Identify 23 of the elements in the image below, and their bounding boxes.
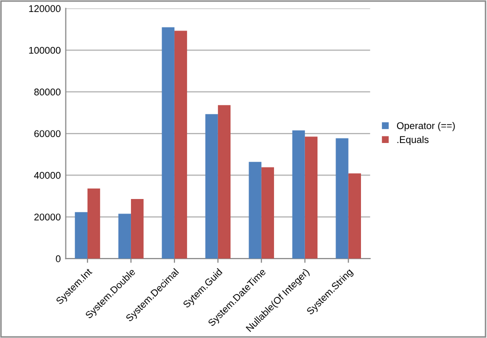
bar xyxy=(336,138,348,259)
bar xyxy=(205,114,218,259)
bar xyxy=(174,30,188,259)
y-tick-label: 120000 xyxy=(29,5,61,12)
bar xyxy=(130,198,144,259)
bar xyxy=(218,105,231,259)
bar xyxy=(248,162,262,259)
y-tick-label: 80000 xyxy=(34,88,61,96)
bar xyxy=(292,130,305,259)
y-tick-label: 100000 xyxy=(29,46,61,54)
legend-label: .Equals xyxy=(397,136,429,146)
y-tick-label: 20000 xyxy=(34,214,61,220)
bar xyxy=(348,173,361,259)
bar xyxy=(261,167,274,259)
y-tick-label: 40000 xyxy=(34,172,61,179)
y-tick-label: 0 xyxy=(56,255,61,262)
bar xyxy=(162,27,174,259)
bar xyxy=(304,136,318,259)
legend-label: Operator (==) xyxy=(396,122,455,132)
bar xyxy=(87,188,100,259)
bar xyxy=(118,214,131,259)
y-tick-label: 60000 xyxy=(34,130,61,138)
bar xyxy=(74,212,88,259)
